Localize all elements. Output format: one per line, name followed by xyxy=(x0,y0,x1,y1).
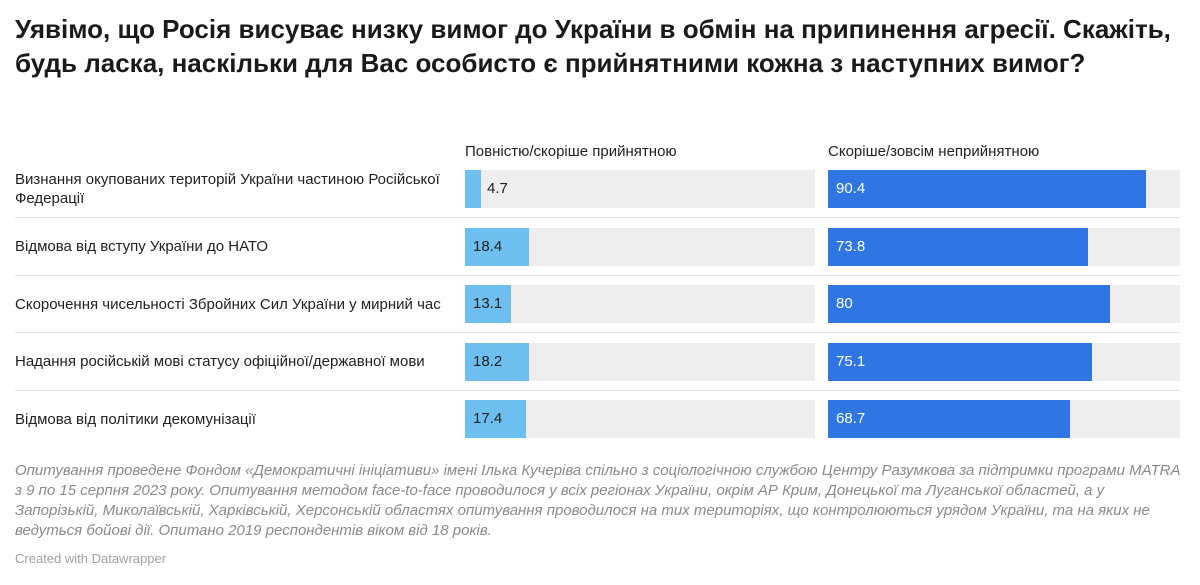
row-separator xyxy=(15,274,1180,276)
chart-credit: Created with Datawrapper xyxy=(15,551,167,566)
bar-value-unacceptable: 68.7 xyxy=(836,410,866,427)
bar-track-acceptable: 17.4 xyxy=(465,400,815,438)
chart-title: Уявімо, що Росія висуває низку вимог до … xyxy=(15,14,1171,78)
bar-track-unacceptable: 80 xyxy=(828,285,1180,323)
bar-track-unacceptable: 75.1 xyxy=(828,342,1180,381)
bar-acceptable xyxy=(465,400,526,438)
bar-value-unacceptable: 75.1 xyxy=(836,352,866,370)
bar-track-unacceptable: 90.4 xyxy=(828,170,1180,208)
category-label: Визнання окупованих територій України ча… xyxy=(15,171,440,207)
category-label: Відмова від політики декомунізації xyxy=(15,410,256,428)
bar-value-acceptable: 13.1 xyxy=(473,295,503,312)
bar-value-acceptable: 18.2 xyxy=(473,352,503,370)
row-separator xyxy=(15,389,1180,391)
bar-acceptable xyxy=(465,285,511,323)
bar-track-unacceptable: 73.8 xyxy=(828,227,1180,266)
column-header-acceptable: Повністю/скоріше прийнятною xyxy=(465,143,677,160)
row-separator xyxy=(15,332,1180,333)
bar-value-acceptable: 4.7 xyxy=(487,180,508,197)
bar-track-acceptable: 18.4 xyxy=(465,227,815,266)
bar-unacceptable xyxy=(828,170,1146,208)
category-label: Надання російській мові статусу офіційно… xyxy=(15,353,425,370)
bar-value-unacceptable: 90.4 xyxy=(836,180,866,197)
bar-track-unacceptable: 68.7 xyxy=(828,400,1180,438)
chart-notes: Опитування проведене Фондом «Демократичн… xyxy=(15,462,1180,539)
bar-track-acceptable: 18.2 xyxy=(465,342,815,381)
bar-unacceptable xyxy=(828,342,1092,381)
bar-unacceptable xyxy=(828,227,1088,266)
bar-unacceptable xyxy=(828,285,1110,323)
bar-acceptable xyxy=(465,227,529,266)
bar-value-unacceptable: 73.8 xyxy=(836,237,866,255)
bar-track-acceptable: 4.7 xyxy=(465,170,815,208)
row-separator xyxy=(15,217,1180,218)
bar-value-acceptable: 18.4 xyxy=(473,237,503,255)
column-header-unacceptable: Скоріше/зовсім неприйнятною xyxy=(828,143,1040,160)
bar-track-acceptable: 13.1 xyxy=(465,285,815,323)
category-label: Скорочення чисельності Збройних Сил Укра… xyxy=(15,295,441,313)
category-label: Відмова від вступу України до НАТО xyxy=(15,238,269,255)
bar-value-acceptable: 17.4 xyxy=(473,410,503,427)
bar-acceptable xyxy=(465,342,529,381)
bar-value-unacceptable: 80 xyxy=(836,295,853,312)
bar-acceptable xyxy=(465,170,481,208)
bar-unacceptable xyxy=(828,400,1070,438)
